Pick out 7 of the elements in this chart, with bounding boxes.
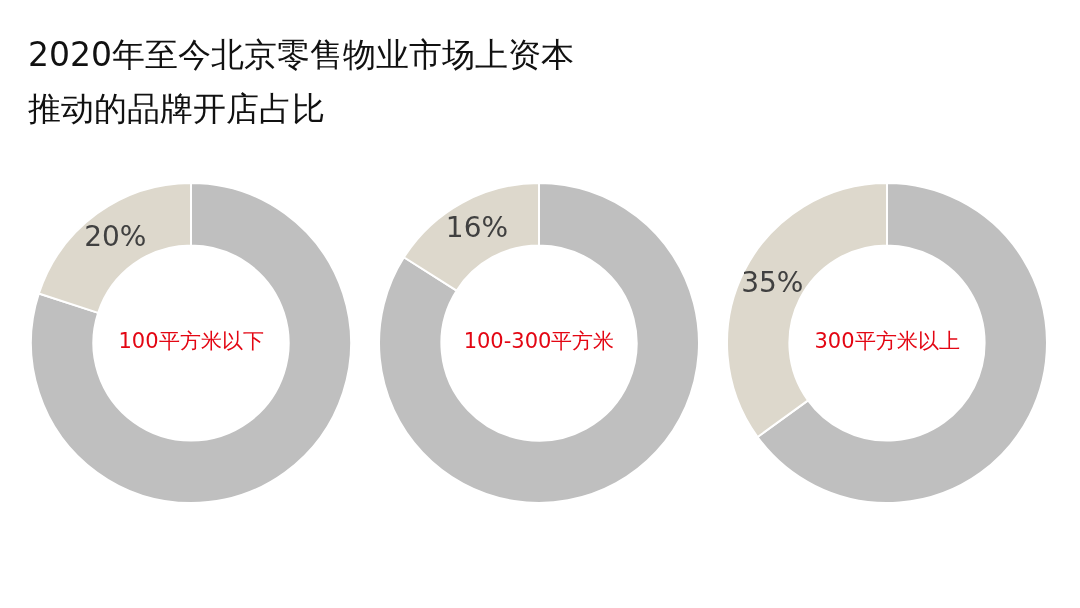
data-label: 20% <box>84 220 147 254</box>
text: 100平方米以下 <box>118 329 264 354</box>
text: 300平方米以上 <box>814 329 960 354</box>
data-label: 16% <box>445 211 509 245</box>
data-label: 35% <box>741 265 804 299</box>
text: 100-300平方米 <box>463 329 615 354</box>
text: 2020年至今北京零售物业市场上资本推动的品牌开店占比 <box>28 34 575 130</box>
